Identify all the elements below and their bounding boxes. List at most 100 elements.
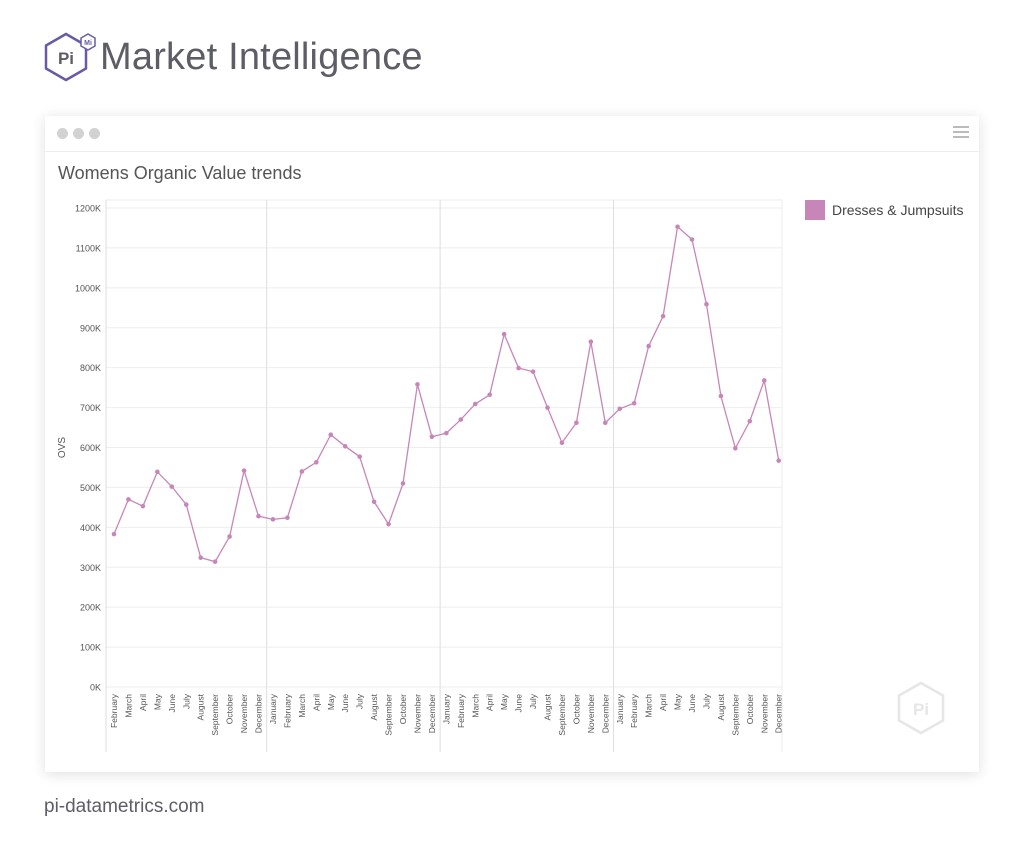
x-tick-label: January — [615, 693, 625, 724]
data-point — [155, 469, 160, 475]
x-tick-label: July — [701, 693, 711, 709]
data-point — [776, 458, 781, 463]
x-tick-label: November — [239, 694, 249, 733]
data-point — [212, 559, 218, 564]
logo-badge-text: Mi — [84, 40, 92, 47]
data-point — [617, 406, 623, 412]
x-tick-label: December — [427, 694, 437, 733]
y-tick-label: 300K — [80, 563, 101, 573]
data-point — [530, 369, 536, 374]
data-point — [169, 484, 175, 489]
series-line — [113, 225, 780, 563]
data-point — [472, 401, 478, 407]
data-point — [415, 382, 420, 387]
x-tick-label: July — [528, 693, 538, 709]
data-point — [588, 339, 594, 345]
data-point — [111, 531, 117, 537]
data-point — [328, 432, 334, 438]
chart-card: Womens Organic Value trends 0K 100K 200K 30… — [45, 116, 979, 772]
x-tick-label: February — [456, 693, 466, 728]
data-point — [299, 469, 305, 474]
data-point — [429, 434, 435, 440]
x-tick-label: April — [311, 694, 321, 711]
y-tick-label: 1100K — [76, 243, 101, 253]
x-tick-label: September — [384, 694, 394, 736]
x-tick-label: May — [152, 693, 162, 710]
x-tick-label: November — [759, 694, 769, 733]
window-dot-icon — [73, 128, 84, 139]
x-tick-label: September — [730, 694, 740, 736]
x-tick-label: September — [210, 694, 220, 736]
x-tick-label: June — [340, 694, 350, 713]
x-tick-label: August — [196, 693, 206, 720]
data-point — [270, 517, 276, 522]
x-tick-label: April — [658, 694, 668, 711]
data-point — [516, 365, 521, 371]
y-tick-label: 500K — [80, 483, 101, 493]
legend-swatch — [805, 200, 825, 220]
y-axis-label: OVS — [57, 437, 68, 458]
data-point — [501, 331, 507, 337]
data-point — [140, 503, 146, 509]
x-tick-label: December — [254, 694, 264, 733]
y-tick-label: 1000K — [75, 283, 101, 293]
data-point — [371, 499, 377, 505]
x-tick-label: February — [282, 693, 292, 728]
pi-watermark-icon: Pi — [897, 681, 945, 735]
x-tick-label: March — [644, 694, 654, 718]
x-tick-label: January — [268, 693, 278, 724]
data-point — [386, 521, 391, 527]
y-tick-label: 700K — [80, 403, 101, 413]
data-point — [342, 444, 348, 449]
x-tick-label: June — [167, 694, 177, 713]
x-tick-label: September — [557, 694, 567, 736]
x-tick-label: July — [181, 693, 191, 709]
x-tick-label: December — [600, 694, 610, 733]
data-point — [689, 237, 695, 242]
hamburger-menu-icon[interactable] — [953, 126, 969, 140]
y-tick-label: 800K — [80, 363, 101, 373]
y-tick-label: 600K — [80, 443, 101, 453]
brand-title: Market Intelligence — [100, 36, 423, 78]
x-tick-label: January — [441, 693, 451, 724]
watermark-text: Pi — [913, 700, 929, 719]
legend-label: Dresses & Jumpsuits — [832, 202, 964, 218]
y-tick-label: 900K — [80, 323, 101, 333]
x-tick-label: August — [369, 693, 379, 720]
x-tick-label: June — [514, 694, 524, 713]
data-point — [675, 224, 680, 230]
data-point — [227, 534, 232, 539]
x-tick-label: October — [225, 694, 235, 724]
x-tick-label: March — [123, 694, 133, 718]
data-point — [487, 392, 493, 398]
window-dot-icon — [57, 128, 68, 139]
x-tick-label: May — [673, 693, 683, 710]
x-tick-label: August — [716, 693, 726, 720]
line-chart: 0K 100K 200K 300K 400K 500K 600K 700K 800K 900K 10… — [57, 199, 784, 752]
data-point — [631, 400, 637, 406]
data-point — [660, 313, 666, 319]
x-tick-label: June — [687, 694, 697, 713]
x-tick-label: November — [412, 694, 422, 733]
y-tick-label: 1200K — [75, 204, 101, 214]
data-point — [718, 393, 724, 399]
chart-title: Womens Organic Value trends — [58, 163, 302, 183]
footer-url[interactable]: pi-datametrics.com — [44, 796, 205, 817]
x-tick-label: May — [326, 693, 336, 710]
data-point — [574, 420, 579, 426]
data-point — [747, 418, 753, 424]
data-point — [285, 515, 290, 521]
legend-item[interactable]: Dresses & Jumpsuits — [805, 200, 963, 220]
data-point — [241, 468, 247, 473]
data-point — [400, 481, 406, 486]
x-tick-label: April — [485, 694, 495, 711]
x-tick-label: November — [586, 694, 596, 733]
x-tick-label: February — [629, 693, 639, 728]
data-point — [458, 417, 464, 422]
x-tick-label: July — [355, 693, 365, 709]
x-tick-label: December — [774, 694, 784, 733]
x-tick-label: March — [297, 694, 307, 718]
y-tick-label: 0K — [90, 683, 101, 693]
data-point — [603, 420, 608, 426]
y-tick-label: 400K — [80, 523, 101, 533]
